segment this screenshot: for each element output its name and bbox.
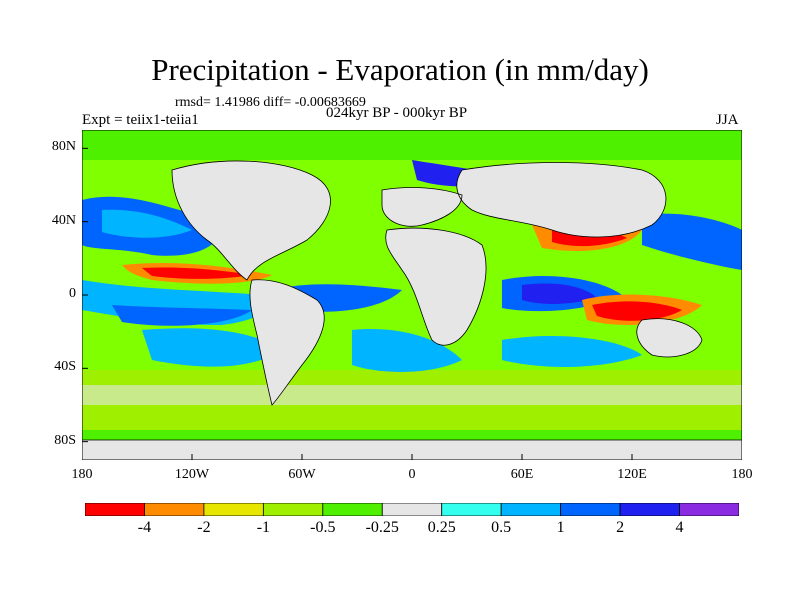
lon-tick-label: 180 (71, 467, 93, 482)
colorbar-swatch (679, 503, 739, 516)
colorbar-swatch (262, 503, 324, 516)
colorbar-swatch (500, 503, 562, 516)
colorbar-label: -0.25 (365, 519, 399, 536)
lat-tick-label: 80N (51, 139, 76, 155)
colorbar-swatch (203, 503, 264, 516)
colorbar-swatch (619, 503, 680, 516)
pe-map (82, 130, 742, 460)
lat-tick-label: 40S (54, 359, 76, 375)
stats-text: rmsd= 1.41986 diff= -0.00683669 (175, 95, 366, 110)
lon-tick-label: 0 (408, 467, 416, 482)
experiment-label: Expt = teiix1-teiia1 (82, 112, 199, 128)
colorbar-label: 0.5 (491, 519, 512, 536)
lon-tick-label: 180 (731, 467, 753, 482)
colorbar-label: -0.5 (310, 519, 336, 536)
colorbar-swatch (381, 503, 443, 516)
lat-tick-label: 0 (69, 286, 76, 301)
lon-tick-label: 120W (174, 467, 210, 482)
colorbar-swatch (560, 503, 621, 516)
colorbar-label: 4 (675, 519, 684, 536)
colorbar-label: -4 (137, 519, 152, 536)
lon-tick-label: 60E (510, 467, 534, 482)
colorbar-swatch (85, 503, 145, 516)
plot-title: Precipitation - Evaporation (in mm/day) (151, 52, 649, 87)
colorbar-label: 1 (556, 519, 565, 536)
lat-tick-label: 40N (51, 212, 76, 228)
colorbar-swatch (144, 503, 205, 516)
period-label: 024kyr BP - 000kyr BP (326, 105, 468, 121)
lon-tick-label: 60W (288, 467, 316, 482)
colorbar-label: -2 (197, 519, 211, 536)
colorbar-swatch (441, 503, 502, 516)
lon-tick-label: 120E (617, 467, 647, 482)
colorbar-label: -1 (256, 519, 271, 536)
lat-tick-label: 80S (54, 432, 76, 448)
axis-ticks (82, 147, 742, 460)
season-label: JJA (716, 112, 739, 128)
colorbar-swatch (322, 503, 383, 516)
colorbar-label: 2 (616, 519, 625, 536)
colorbar (85, 503, 739, 516)
colorbar-label: 0.25 (427, 519, 456, 536)
coastlines (82, 160, 742, 441)
